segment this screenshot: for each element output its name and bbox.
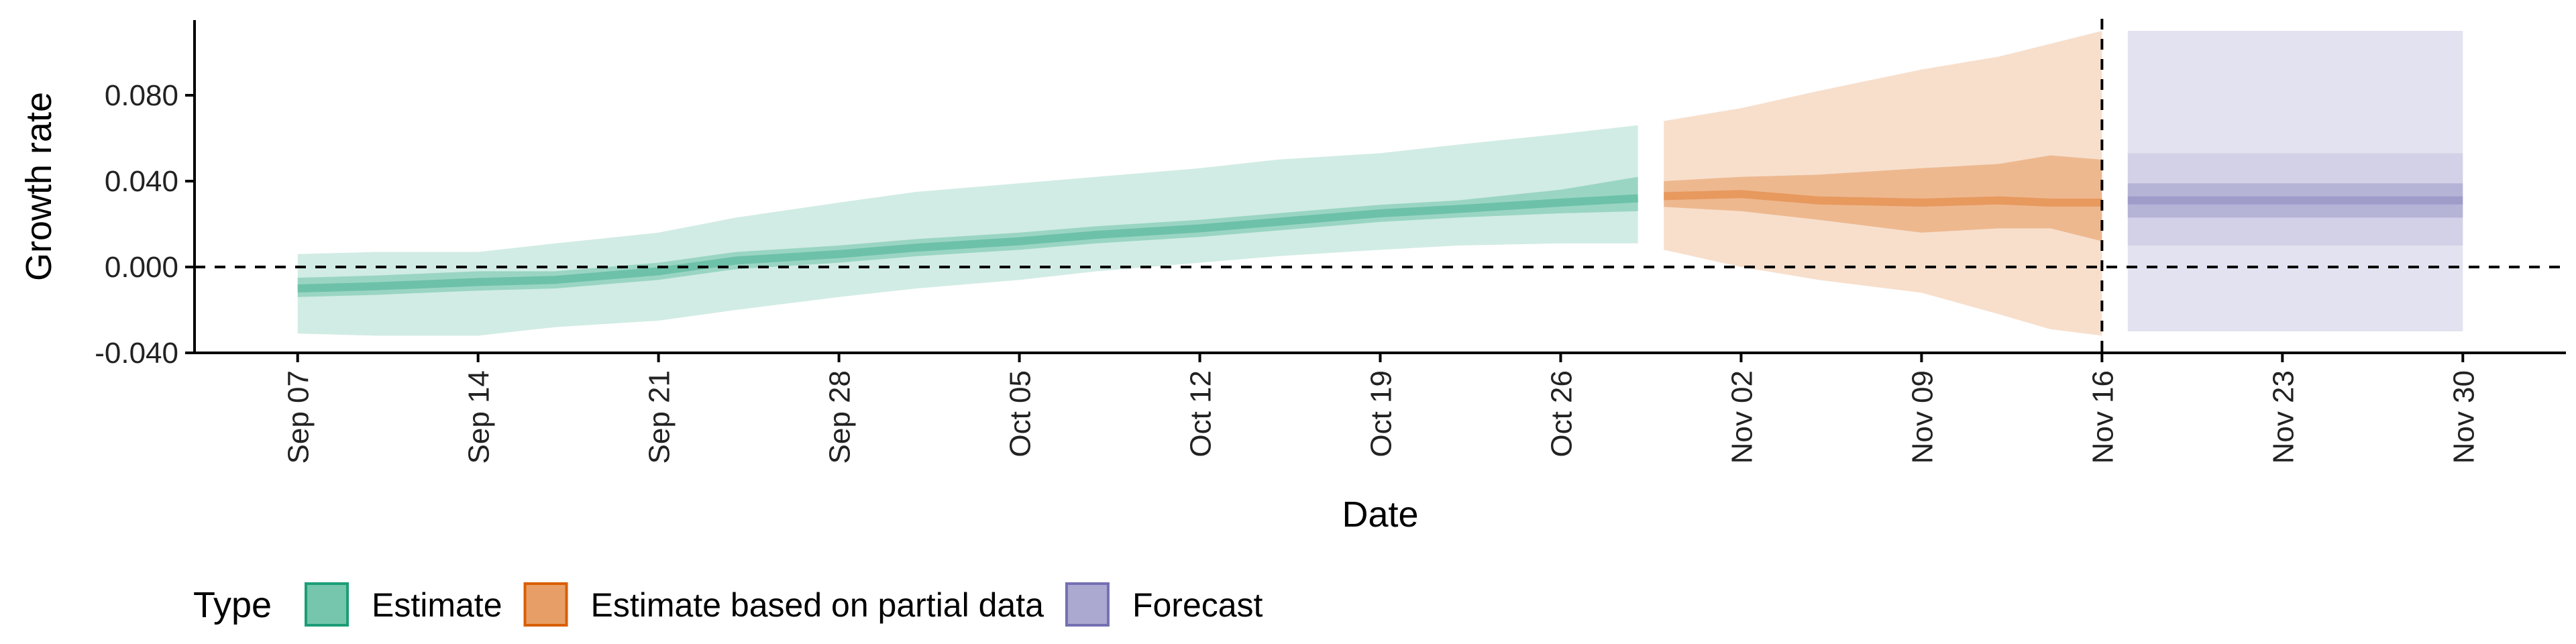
forecast-inner-band <box>2127 183 2463 218</box>
y-tick-label: -0.040 <box>95 337 178 370</box>
legend-item-forecast: Forecast <box>1065 582 1263 627</box>
x-tick-label: Oct 05 <box>1004 370 1037 458</box>
estimate-median-line <box>297 194 1639 292</box>
series-estimate-based-on-partial-data <box>1664 31 2102 336</box>
x-tick-label: Sep 21 <box>643 370 676 464</box>
legend-item-estimate: Estimate <box>305 582 502 627</box>
series-forecast <box>2127 31 2463 331</box>
x-tick-label: Sep 07 <box>282 370 315 464</box>
legend-key-estimate-based-on-partial-data <box>523 582 568 627</box>
x-tick-label: Nov 16 <box>2086 370 2119 464</box>
y-tick-label: 0.040 <box>105 165 178 198</box>
x-tick-label: Nov 23 <box>2267 370 2300 464</box>
legend-key-estimate <box>305 582 349 627</box>
x-tick-label: Oct 26 <box>1545 370 1578 458</box>
axes: -0.040 0.000 0.040 0.080 Sep 07 Sep 14 Sep 21 S… <box>19 20 2566 535</box>
legend-title: Type <box>193 585 272 625</box>
x-tick-label: Oct 12 <box>1185 370 1218 458</box>
legend-item-estimate-based-on-partial-data: Estimate based on partial data <box>523 582 1044 627</box>
legend-label-forecast: Forecast <box>1132 586 1263 624</box>
legend-label-estimate: Estimate <box>372 586 502 624</box>
series-estimate <box>297 125 1639 336</box>
x-axis-title: Date <box>1342 494 1418 535</box>
estimate-based-on-partial-data-median-line <box>1664 190 2102 207</box>
estimate-outer-band <box>297 125 1638 336</box>
series-bands <box>297 31 2463 336</box>
forecast-mid-band <box>2127 153 2463 246</box>
forecast-outer-band <box>2127 31 2463 331</box>
y-axis-title: Growth rate <box>19 92 59 281</box>
reference-lines <box>195 19 2566 353</box>
x-tick-label: Nov 30 <box>2447 370 2480 464</box>
estimate-based-on-partial-data-inner-band <box>1664 155 2102 241</box>
legend-key-forecast <box>1065 582 1110 627</box>
x-tick-label: Nov 09 <box>1906 370 1939 464</box>
x-tick-label: Sep 14 <box>463 370 496 464</box>
y-tick-label: 0.080 <box>105 79 178 112</box>
legend-label-estimate-based-on-partial-data: Estimate based on partial data <box>591 586 1044 624</box>
y-tick-label: 0.000 <box>105 251 178 284</box>
x-tick-label: Oct 19 <box>1365 370 1398 458</box>
x-tick-label: Nov 02 <box>1725 370 1758 464</box>
estimate-based-on-partial-data-outer-band <box>1664 31 2102 336</box>
estimate-inner-band <box>297 176 1638 297</box>
x-tick-label: Sep 28 <box>824 370 857 464</box>
legend: Type Estimate Estimate based on partial da… <box>193 582 1263 627</box>
